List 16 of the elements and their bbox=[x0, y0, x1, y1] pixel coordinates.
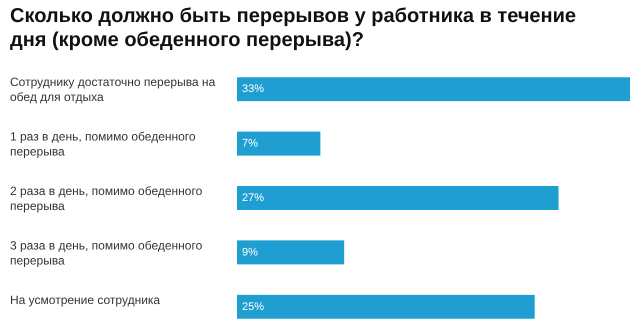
bar bbox=[237, 186, 559, 210]
data-label: 27% bbox=[242, 192, 264, 204]
data-label: 25% bbox=[242, 300, 264, 313]
bar bbox=[237, 294, 535, 319]
bar bbox=[237, 240, 344, 264]
y-tick-label: 1 раз в день, помимо обеденного перерыва bbox=[10, 130, 196, 159]
y-tick-label: 3 раза в день, помимо обеденного перерыва bbox=[10, 238, 203, 268]
y-tick-label: Сотруднику достаточно перерыва на обед для отдыха bbox=[10, 75, 216, 104]
data-label: 33% bbox=[242, 83, 264, 96]
bar bbox=[237, 77, 630, 102]
chart-title: Сколько должно быть перерывов у работника в течение дня (кроме обеденного перерыва)? bbox=[10, 5, 576, 51]
data-label: 9% bbox=[242, 246, 258, 258]
bar bbox=[237, 132, 320, 156]
data-label: 7% bbox=[242, 138, 258, 150]
y-tick-label: На усмотрение сотрудника bbox=[10, 292, 160, 307]
y-tick-label: 2 раза в день, помимо обеденного перерыва bbox=[10, 184, 203, 213]
